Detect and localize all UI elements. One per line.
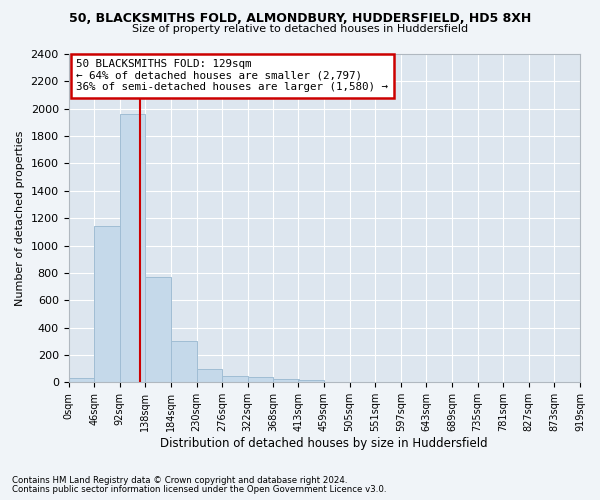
Bar <box>94 226 120 382</box>
Bar <box>197 368 222 382</box>
Text: Contains HM Land Registry data © Crown copyright and database right 2024.: Contains HM Land Registry data © Crown c… <box>12 476 347 485</box>
Text: Contains public sector information licensed under the Open Government Licence v3: Contains public sector information licen… <box>12 485 386 494</box>
Bar <box>68 378 94 382</box>
X-axis label: Distribution of detached houses by size in Huddersfield: Distribution of detached houses by size … <box>160 437 488 450</box>
Bar <box>274 379 299 382</box>
Bar <box>248 376 274 382</box>
Bar <box>120 114 145 382</box>
Bar <box>222 376 248 382</box>
Bar <box>145 277 171 382</box>
Bar <box>171 342 197 382</box>
Text: 50 BLACKSMITHS FOLD: 129sqm
← 64% of detached houses are smaller (2,797)
36% of : 50 BLACKSMITHS FOLD: 129sqm ← 64% of det… <box>76 59 388 92</box>
Bar <box>298 380 324 382</box>
Text: Size of property relative to detached houses in Huddersfield: Size of property relative to detached ho… <box>132 24 468 34</box>
Text: 50, BLACKSMITHS FOLD, ALMONDBURY, HUDDERSFIELD, HD5 8XH: 50, BLACKSMITHS FOLD, ALMONDBURY, HUDDER… <box>69 12 531 26</box>
Y-axis label: Number of detached properties: Number of detached properties <box>15 130 25 306</box>
